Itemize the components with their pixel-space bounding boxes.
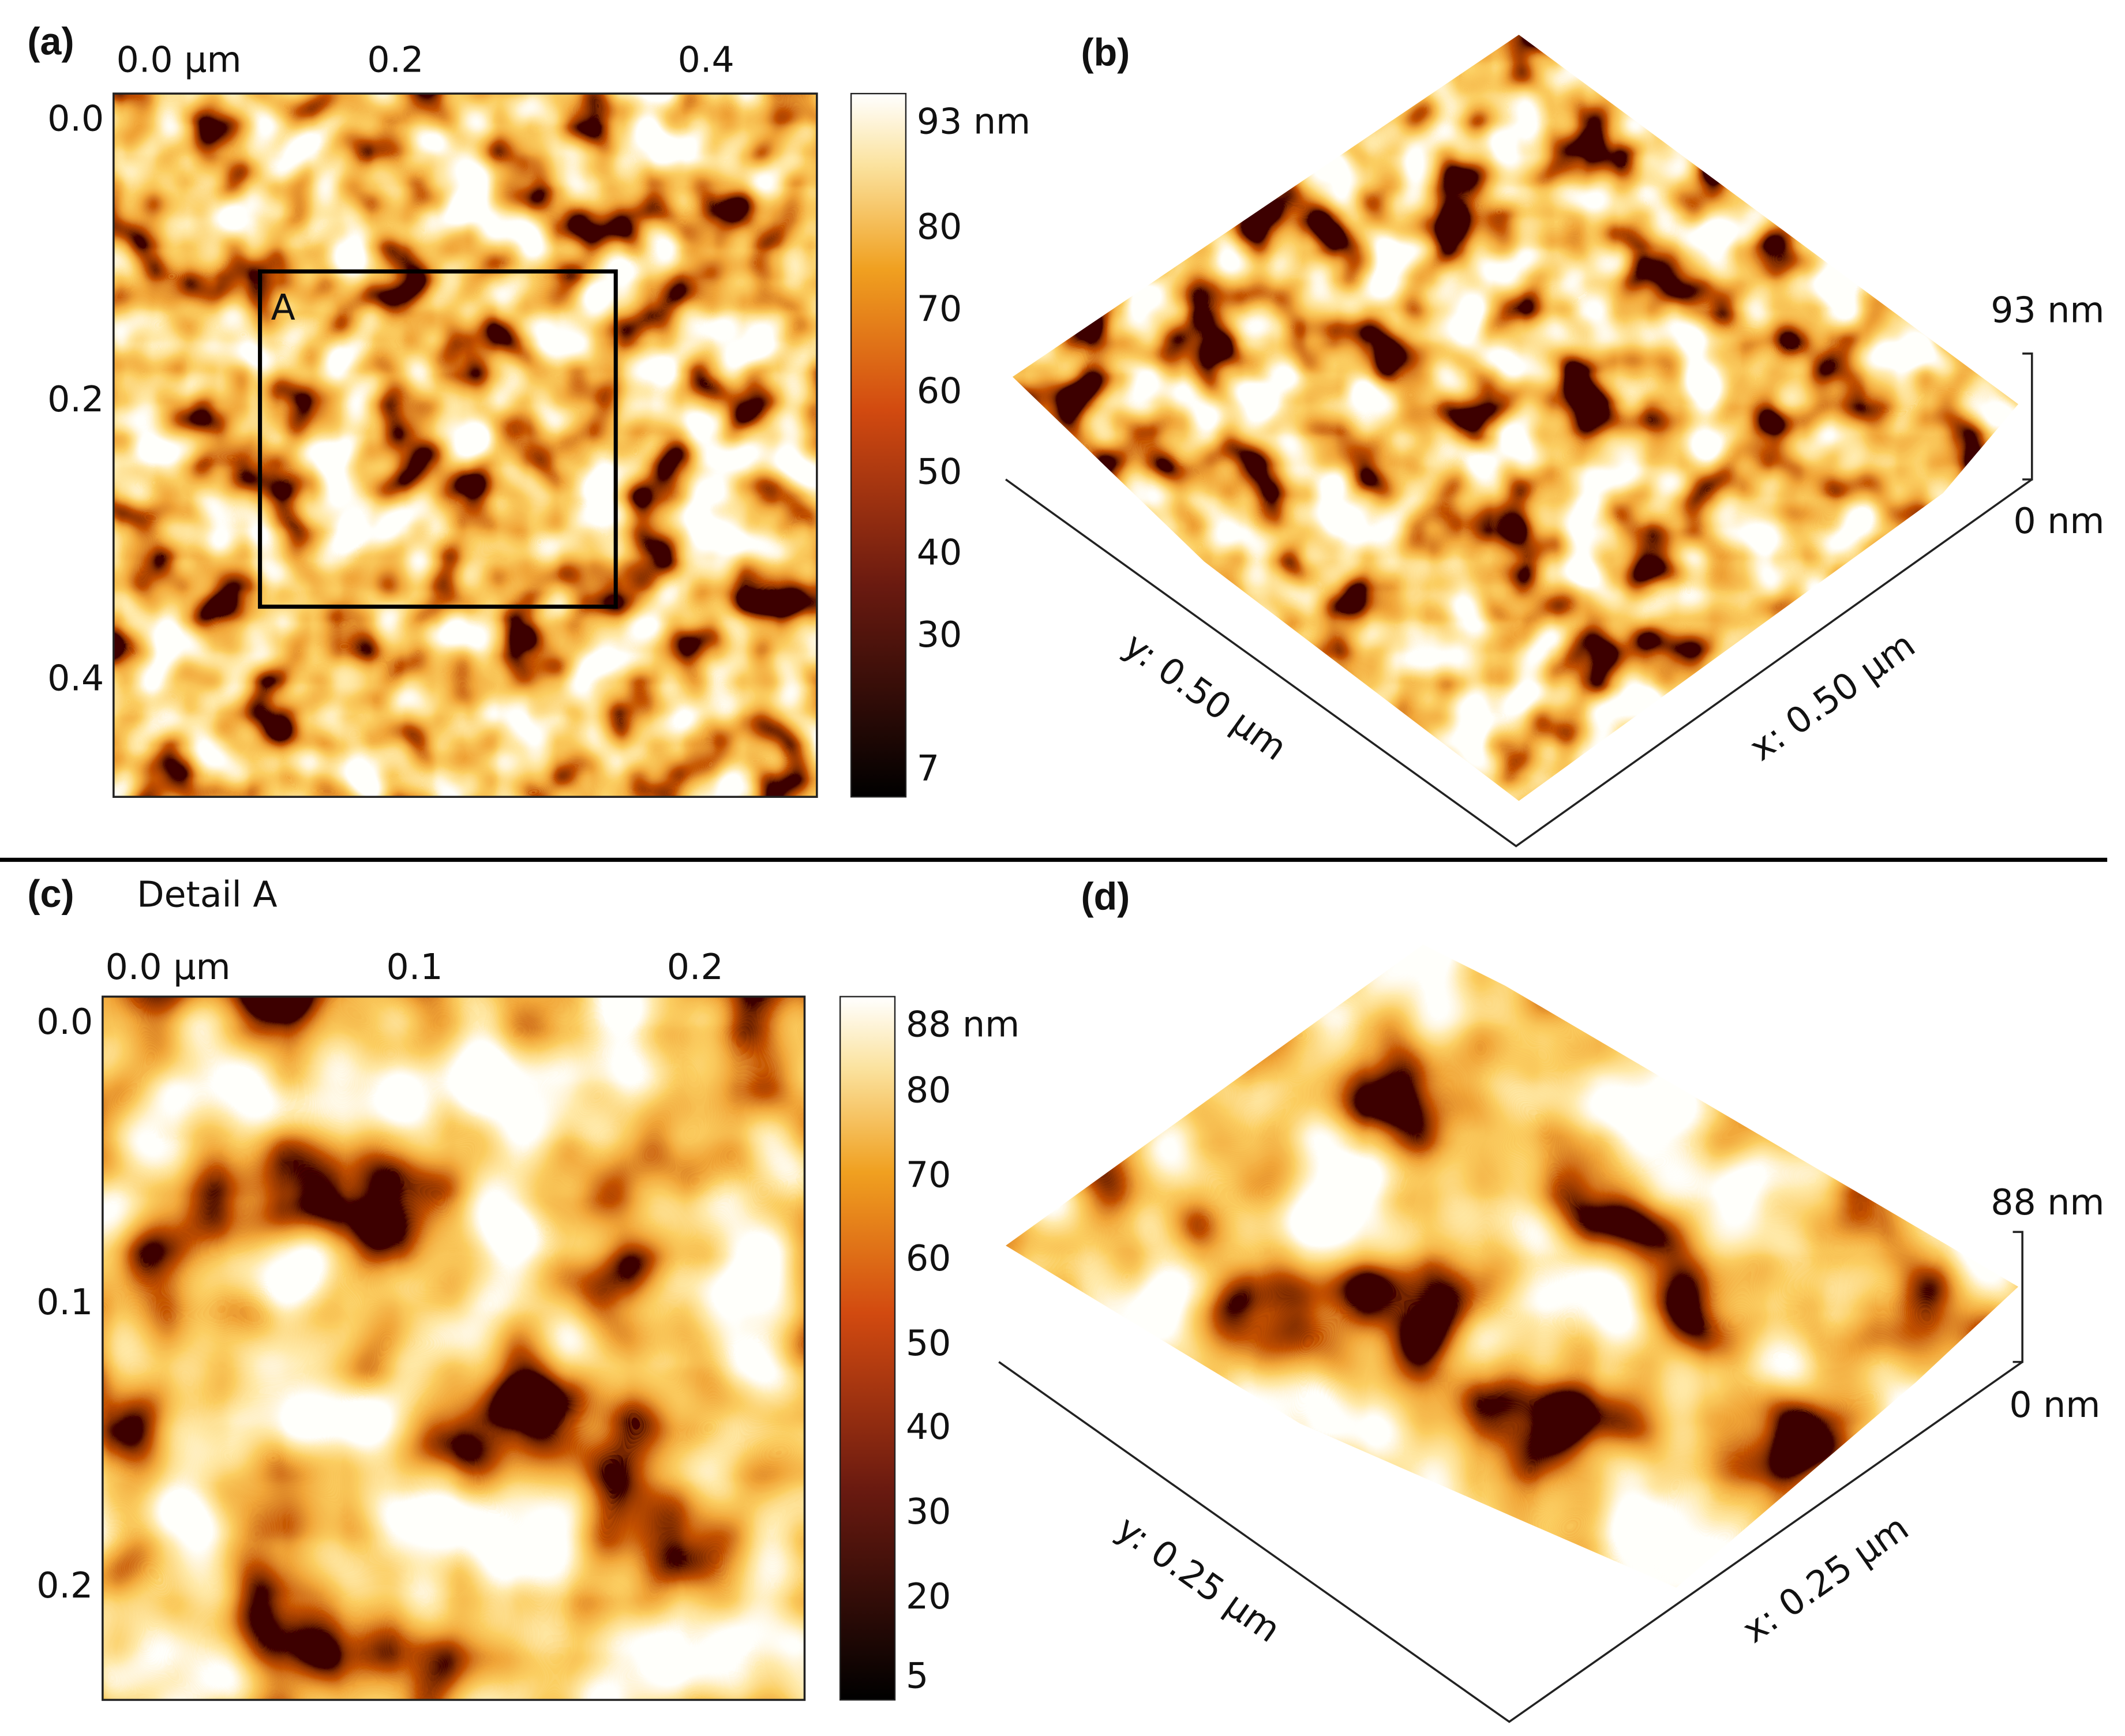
colorbar-label: 88 nm	[906, 1004, 1020, 1045]
surface-3d	[1006, 944, 2019, 1588]
x-axis-label: x: 0.25 µm	[1735, 1507, 1916, 1651]
panel-label: (d)	[1081, 876, 1130, 918]
colorbar-label: 60	[917, 370, 962, 412]
colorbar-label: 50	[917, 451, 962, 493]
afm-image	[102, 996, 805, 1700]
colorbar-label: 40	[917, 531, 962, 573]
x-tick-label: 0.2	[367, 39, 423, 81]
z-min-label: 0 nm	[2009, 1384, 2100, 1426]
axis	[1005, 478, 2033, 848]
panel-label: (c)	[27, 873, 74, 916]
colorbar-label: 30	[917, 614, 962, 655]
panel-title: Detail A	[137, 873, 277, 915]
colorbar	[839, 996, 896, 1701]
panel-label: (a)	[27, 20, 74, 63]
y-tick-label: 0.2	[47, 378, 104, 420]
colorbar-label: 80	[906, 1070, 951, 1111]
colorbar-label: 40	[906, 1406, 951, 1448]
z-axis	[2012, 1231, 2023, 1363]
y-tick-label: 0.2	[36, 1565, 93, 1606]
colorbar	[850, 93, 907, 798]
colorbar-label: 93 nm	[917, 100, 1030, 142]
colorbar-label: 5	[906, 1655, 928, 1697]
y-tick-label: 0.4	[47, 658, 104, 699]
x-tick-label: 0.1	[387, 946, 443, 988]
detail-box	[258, 269, 618, 609]
colorbar-labels: 93 nm 80 70 60 50 40 30 7	[917, 100, 1030, 789]
x-tick-label: 0.2	[667, 946, 724, 988]
colorbar-label: 80	[917, 206, 962, 248]
colorbar-label: 60	[906, 1238, 951, 1279]
y-tick-label: 0.0	[47, 98, 104, 140]
frame	[113, 92, 818, 798]
panel-label: (b)	[1081, 31, 1130, 74]
colorbar-labels: 88 nm 80 70 60 50 40 30 20 5	[906, 1004, 1020, 1697]
box-label: A	[271, 287, 295, 328]
y-axis-label: y: 0.50 µm	[1116, 624, 1295, 768]
y-tick-label: 0.1	[36, 1281, 93, 1323]
colorbar-label: 30	[906, 1491, 951, 1532]
axis	[998, 1361, 2023, 1723]
z-max-label: 93 nm	[1991, 290, 2104, 331]
frame	[102, 995, 806, 1701]
x-tick-label: 0.0 µm	[106, 946, 231, 988]
x-axis-label: x: 0.50 µm	[1742, 624, 1922, 769]
afm-image	[113, 93, 817, 797]
x-tick-label: 0.0 µm	[117, 39, 242, 81]
z-max-label: 88 nm	[1991, 1182, 2104, 1223]
y-axis-label: y: 0.25 µm	[1109, 1508, 1288, 1651]
x-tick-label: 0.4	[678, 39, 734, 81]
colorbar-label: 70	[906, 1154, 951, 1196]
colorbar-label: 50	[906, 1322, 951, 1364]
colorbar-label: 7	[917, 748, 939, 789]
z-min-label: 0 nm	[2013, 500, 2104, 542]
colorbar-label: 70	[917, 288, 962, 329]
z-axis	[2022, 353, 2033, 481]
y-tick-label: 0.0	[36, 1001, 93, 1043]
colorbar-label: 20	[906, 1576, 951, 1617]
